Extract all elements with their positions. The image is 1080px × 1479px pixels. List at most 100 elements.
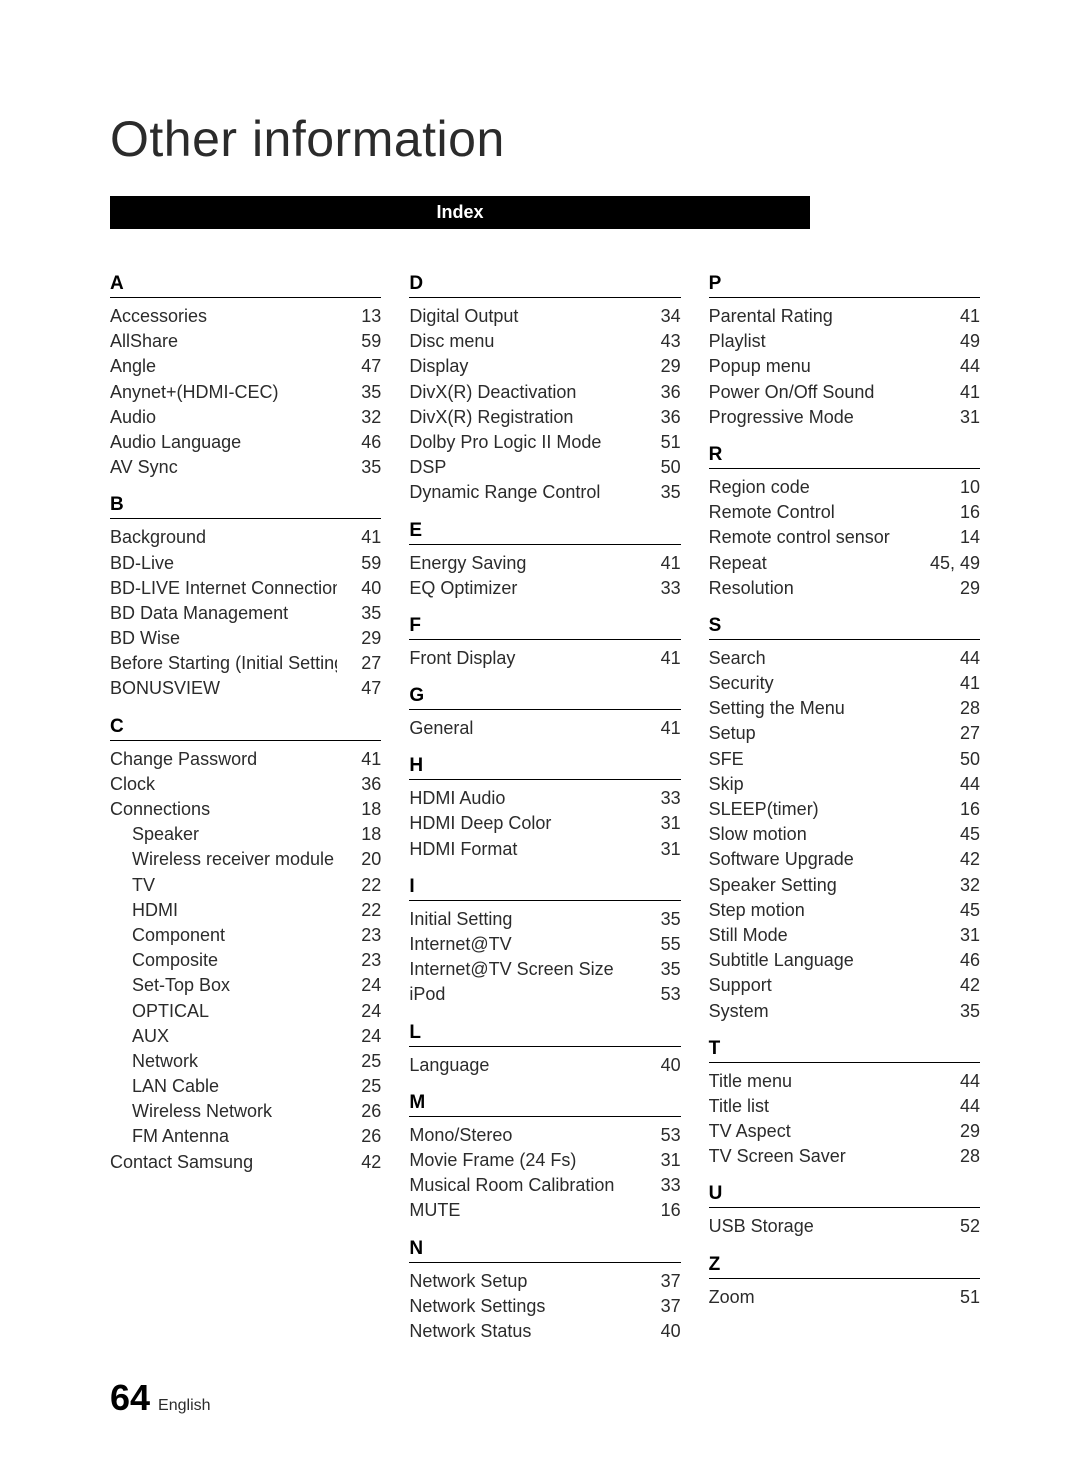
index-entry: BONUSVIEW47 [110,676,381,701]
index-entry-label: Speaker [110,822,337,847]
index-entry-label: Search [709,646,936,671]
index-entry-page: 35 [337,601,381,626]
index-entry-page: 44 [936,354,980,379]
index-entry: USB Storage52 [709,1214,980,1239]
index-section-letter: N [409,1238,680,1263]
index-entry: Speaker Setting32 [709,873,980,898]
index-entry: Energy Saving41 [409,551,680,576]
index-entry-page: 51 [936,1285,980,1310]
index-entry: Dynamic Range Control35 [409,480,680,505]
index-section-letter: G [409,685,680,710]
index-entry-label: Step motion [709,898,936,923]
index-entry-page: 29 [337,626,381,651]
index-entry: Wireless receiver module20 [110,847,381,872]
index-entry-page: 33 [637,786,681,811]
index-entry-page: 42 [936,973,980,998]
index-entry-page: 46 [936,948,980,973]
index-entry: Resolution29 [709,576,980,601]
index-entry-label: HDMI [110,898,337,923]
index-entry-page: 25 [337,1074,381,1099]
index-entry-page: 31 [936,405,980,430]
index-entry-label: Audio [110,405,337,430]
index-entry-page: 27 [936,721,980,746]
index-section-letter: F [409,615,680,640]
index-entry-page: 22 [337,873,381,898]
index-entry-label: EQ Optimizer [409,576,636,601]
index-entry-page: 32 [936,873,980,898]
index-entry-page: 40 [337,576,381,601]
index-section-letter: T [709,1038,980,1063]
index-entry-label: Wireless Network [110,1099,337,1124]
index-entry-label: Front Display [409,646,636,671]
index-entry-page: 49 [936,329,980,354]
index-entry: TV Screen Saver28 [709,1144,980,1169]
index-entry: Network Setup37 [409,1269,680,1294]
index-entry-page: 16 [936,500,980,525]
index-entry: Musical Room Calibration33 [409,1173,680,1198]
index-entry: Display29 [409,354,680,379]
index-entry-label: DivX(R) Deactivation [409,380,636,405]
index-entry-page: 14 [936,525,980,550]
index-entry-page: 52 [936,1214,980,1239]
index-entry-label: Accessories [110,304,337,329]
index-entry-label: Clock [110,772,337,797]
index-entry-label: Remote control sensor [709,525,936,550]
index-entry-page: 34 [637,304,681,329]
index-entry-page: 33 [637,1173,681,1198]
index-entry-label: AUX [110,1024,337,1049]
index-entry-label: Skip [709,772,936,797]
index-entry-page: 35 [337,380,381,405]
index-entry: Region code10 [709,475,980,500]
index-entry-label: Anynet+(HDMI-CEC) [110,380,337,405]
index-entry-label: Slow motion [709,822,936,847]
index-entry-label: Internet@TV Screen Size [409,957,636,982]
index-entry-page: 28 [936,1144,980,1169]
index-entry: Parental Rating41 [709,304,980,329]
index-entry-page: 10 [936,475,980,500]
index-entry-page: 35 [637,957,681,982]
index-entry-page: 59 [337,551,381,576]
index-entry: Software Upgrade42 [709,847,980,872]
index-entry-label: iPod [409,982,636,1007]
index-entry-label: Disc menu [409,329,636,354]
index-entry: Set-Top Box24 [110,973,381,998]
index-entry-page: 18 [337,797,381,822]
index-section-letter: R [709,444,980,469]
index-entry: HDMI Deep Color31 [409,811,680,836]
index-entry-page: 53 [637,982,681,1007]
index-entry-label: Change Password [110,747,337,772]
index-entry-label: Network Status [409,1319,636,1344]
index-entry-label: MUTE [409,1198,636,1223]
index-entry-page: 27 [337,651,381,676]
index-entry: HDMI Format31 [409,837,680,862]
index-entry-page: 41 [337,525,381,550]
index-entry: EQ Optimizer33 [409,576,680,601]
index-entry-label: Progressive Mode [709,405,936,430]
index-entry-label: SLEEP(timer) [709,797,936,822]
index-entry: OPTICAL24 [110,999,381,1024]
index-entry: Clock36 [110,772,381,797]
index-entry-page: 31 [637,811,681,836]
index-entry-page: 53 [637,1123,681,1148]
index-column-3: PParental Rating41Playlist49Popup menu44… [709,259,980,1344]
index-entry-page: 36 [637,405,681,430]
index-entry-page: 24 [337,973,381,998]
index-entry: Background41 [110,525,381,550]
index-entry: Audio Language46 [110,430,381,455]
index-entry: DivX(R) Registration36 [409,405,680,430]
index-section-letter: U [709,1183,980,1208]
index-entry-label: System [709,999,936,1024]
index-entry-page: 36 [337,772,381,797]
index-entry-label: DivX(R) Registration [409,405,636,430]
index-entry-label: OPTICAL [110,999,337,1024]
index-entry-label: Network Setup [409,1269,636,1294]
index-entry: Speaker18 [110,822,381,847]
index-entry: Setting the Menu28 [709,696,980,721]
index-entry-page: 42 [936,847,980,872]
page-footer: 64 English [110,1377,211,1419]
index-entry-page: 20 [337,847,381,872]
index-entry: HDMI Audio33 [409,786,680,811]
index-entry-label: Setup [709,721,936,746]
index-entry-label: Mono/Stereo [409,1123,636,1148]
index-entry-label: Component [110,923,337,948]
